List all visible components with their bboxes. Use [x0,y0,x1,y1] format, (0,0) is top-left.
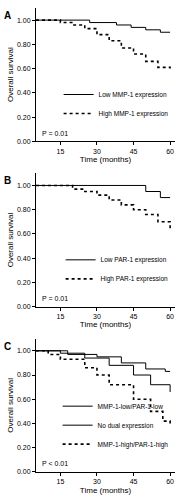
svg-text:15: 15 [56,148,64,155]
svg-text:30: 30 [93,313,101,320]
svg-text:0.80: 0.80 [17,206,31,213]
svg-text:B: B [4,175,11,186]
svg-text:0.00: 0.00 [17,138,31,145]
svg-text:1.00: 1.00 [17,347,31,354]
svg-text:0.20: 0.20 [17,279,31,286]
svg-text:0.00: 0.00 [17,468,31,475]
svg-text:0.00: 0.00 [17,303,31,310]
svg-text:P = 0.01: P = 0.01 [42,295,68,302]
svg-text:45: 45 [130,148,138,155]
svg-text:0.80: 0.80 [17,41,31,48]
svg-text:Time (months): Time (months) [80,486,132,495]
svg-text:45: 45 [130,478,138,485]
svg-text:Overall survival: Overall survival [6,212,15,267]
svg-text:0.60: 0.60 [17,396,31,403]
svg-text:Low PAR-1 expression: Low PAR-1 expression [101,256,167,264]
svg-text:60: 60 [166,478,174,485]
svg-text:Low MMP-1 expression: Low MMP-1 expression [99,91,167,99]
svg-text:0.80: 0.80 [17,371,31,378]
svg-text:Overall survival: Overall survival [6,378,15,433]
svg-text:0.60: 0.60 [17,230,31,237]
svg-text:0.60: 0.60 [17,65,31,72]
svg-text:60: 60 [166,148,174,155]
svg-text:0.40: 0.40 [17,255,31,262]
svg-text:0.20: 0.20 [17,114,31,121]
svg-text:P = 0.01: P = 0.01 [42,130,68,137]
svg-text:1.00: 1.00 [17,17,31,24]
svg-text:1.00: 1.00 [17,182,31,189]
svg-text:30: 30 [93,148,101,155]
svg-text:Time (months): Time (months) [80,320,132,329]
svg-text:30: 30 [93,478,101,485]
svg-text:45: 45 [130,313,138,320]
svg-text:MMP-1-low/PAR-1-low: MMP-1-low/PAR-1-low [98,403,164,410]
svg-text:Time (months): Time (months) [80,155,132,164]
svg-text:0.20: 0.20 [17,444,31,451]
svg-text:C: C [4,341,11,352]
svg-text:15: 15 [56,478,64,485]
svg-text:0.40: 0.40 [17,420,31,427]
svg-text:A: A [4,10,11,21]
svg-text:MMP-1-high/PAR-1-high: MMP-1-high/PAR-1-high [98,441,169,449]
svg-text:High MMP-1 expression: High MMP-1 expression [99,110,169,118]
svg-text:P < 0.01: P < 0.01 [42,460,68,467]
svg-text:60: 60 [166,313,174,320]
svg-text:Overall survival: Overall survival [6,47,15,102]
svg-text:No dual expression: No dual expression [98,422,154,430]
svg-text:High PAR-1 expression: High PAR-1 expression [101,275,168,283]
svg-text:15: 15 [56,313,64,320]
svg-text:0.40: 0.40 [17,89,31,96]
